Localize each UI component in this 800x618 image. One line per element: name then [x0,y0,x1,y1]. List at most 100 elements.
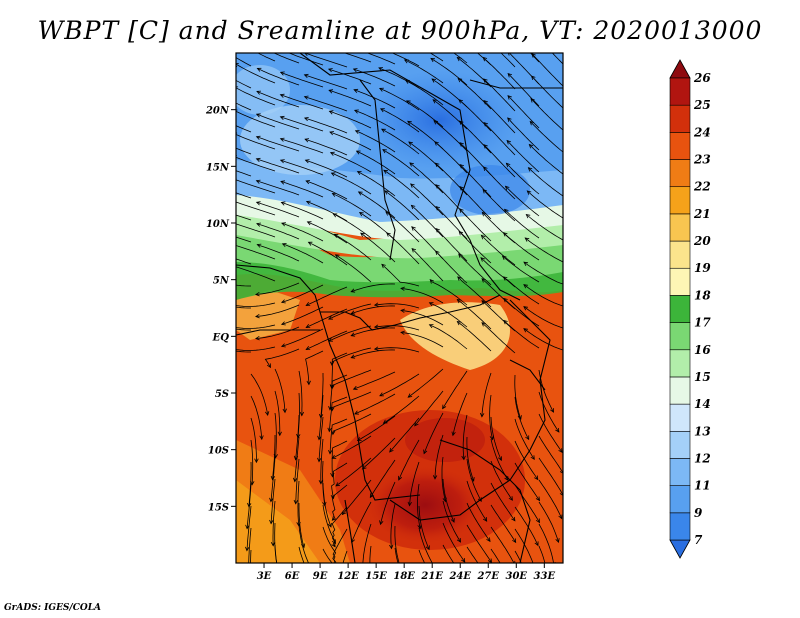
streamline [483,144,516,178]
streamline [562,504,563,505]
streamline-arrow [335,482,340,487]
streamline [333,213,372,239]
streamline-arrow [231,326,235,330]
lon-label: 3E [257,571,272,582]
streamline-arrow [328,449,333,455]
streamline-arrow [406,100,411,105]
streamline [236,87,276,106]
streamline-arrow [432,565,435,569]
streamline-arrow [350,310,356,315]
streamline [407,368,444,398]
streamline [236,110,276,128]
streamline-arrow [511,516,516,522]
streamline [357,171,396,197]
lat-label: 15S [208,502,229,513]
streamline-arrow [399,566,402,570]
colorbar-label: 24 [693,125,711,139]
streamline [328,325,372,342]
streamline-arrow [404,79,410,84]
streamline [304,74,348,90]
streamline-arrow [442,404,447,410]
streamline-arrow [457,276,462,281]
streamline [256,136,300,152]
streamline [331,172,372,195]
streamline [332,413,372,435]
streamline [418,549,426,563]
streamline [334,233,372,261]
streamline [483,100,516,134]
border-line [509,359,546,391]
streamline [307,221,348,244]
streamline [538,369,554,413]
streamline [280,71,324,88]
streamline-arrow [279,71,285,76]
lon-label: 21E [420,571,443,582]
streamline-arrow [384,190,389,195]
streamline [506,140,540,173]
streamline-arrow [304,53,308,56]
lat-label: 15N [206,162,230,173]
streamline [304,53,348,68]
streamline-arrow [281,222,286,227]
streamline-arrow [330,172,336,177]
streamline [514,506,539,546]
streamline-arrow [450,518,455,523]
streamline-arrow [428,324,434,329]
streamline [459,164,492,198]
streamline [322,504,336,547]
streamline-arrow [379,392,384,397]
streamline [250,439,254,485]
latitude-axis: 20N 15N 10N 5N EQ 5S 10S 15S [205,106,236,513]
streamline-arrow [330,384,335,390]
colorbar-label: 23 [693,153,711,167]
streamline [538,435,563,474]
streamline [379,88,420,111]
streamline-arrow [332,213,338,218]
streamline [531,75,563,109]
streamline-arrow [532,565,535,569]
streamline [505,186,540,217]
streamline [331,347,372,366]
streamline [236,134,276,150]
streamline-arrow [504,185,510,191]
streamline-arrow [328,315,333,320]
streamline-arrow [407,501,412,507]
streamline [435,228,468,262]
streamline-arrow [574,543,578,547]
streamline [514,484,540,523]
streamline-arrow [480,257,486,262]
streamline-arrow [477,497,482,502]
streamline-arrow [333,233,339,238]
colorbar-swatch [669,213,691,242]
wbpt-green-belt [236,225,563,293]
streamline-arrow [456,537,461,543]
streamline-arrow [281,243,287,248]
colorbar-label: 22 [693,180,711,194]
streamline [530,98,563,131]
streamline [562,372,563,374]
streamline [504,209,540,239]
streamline [429,53,444,62]
lon-label: 24E [448,571,471,582]
colorbar-label: 20 [693,234,711,248]
streamline-arrow [231,348,235,352]
streamline [514,396,530,440]
streamline-arrow [255,179,261,184]
streamline [490,482,516,522]
streamline-arrow [207,277,211,281]
streamline-arrow [378,87,384,92]
streamline-arrow [584,428,588,432]
streamline-arrow [459,185,464,191]
streamline-arrow [523,328,528,333]
streamline-arrow [303,117,309,122]
streamline [306,201,348,222]
streamline [362,437,396,470]
streamline [274,412,277,458]
streamline-arrow [270,541,276,547]
streamline [429,324,468,350]
streamline-arrow [482,188,487,194]
streamline-arrow [562,589,566,593]
streamline [452,392,468,436]
